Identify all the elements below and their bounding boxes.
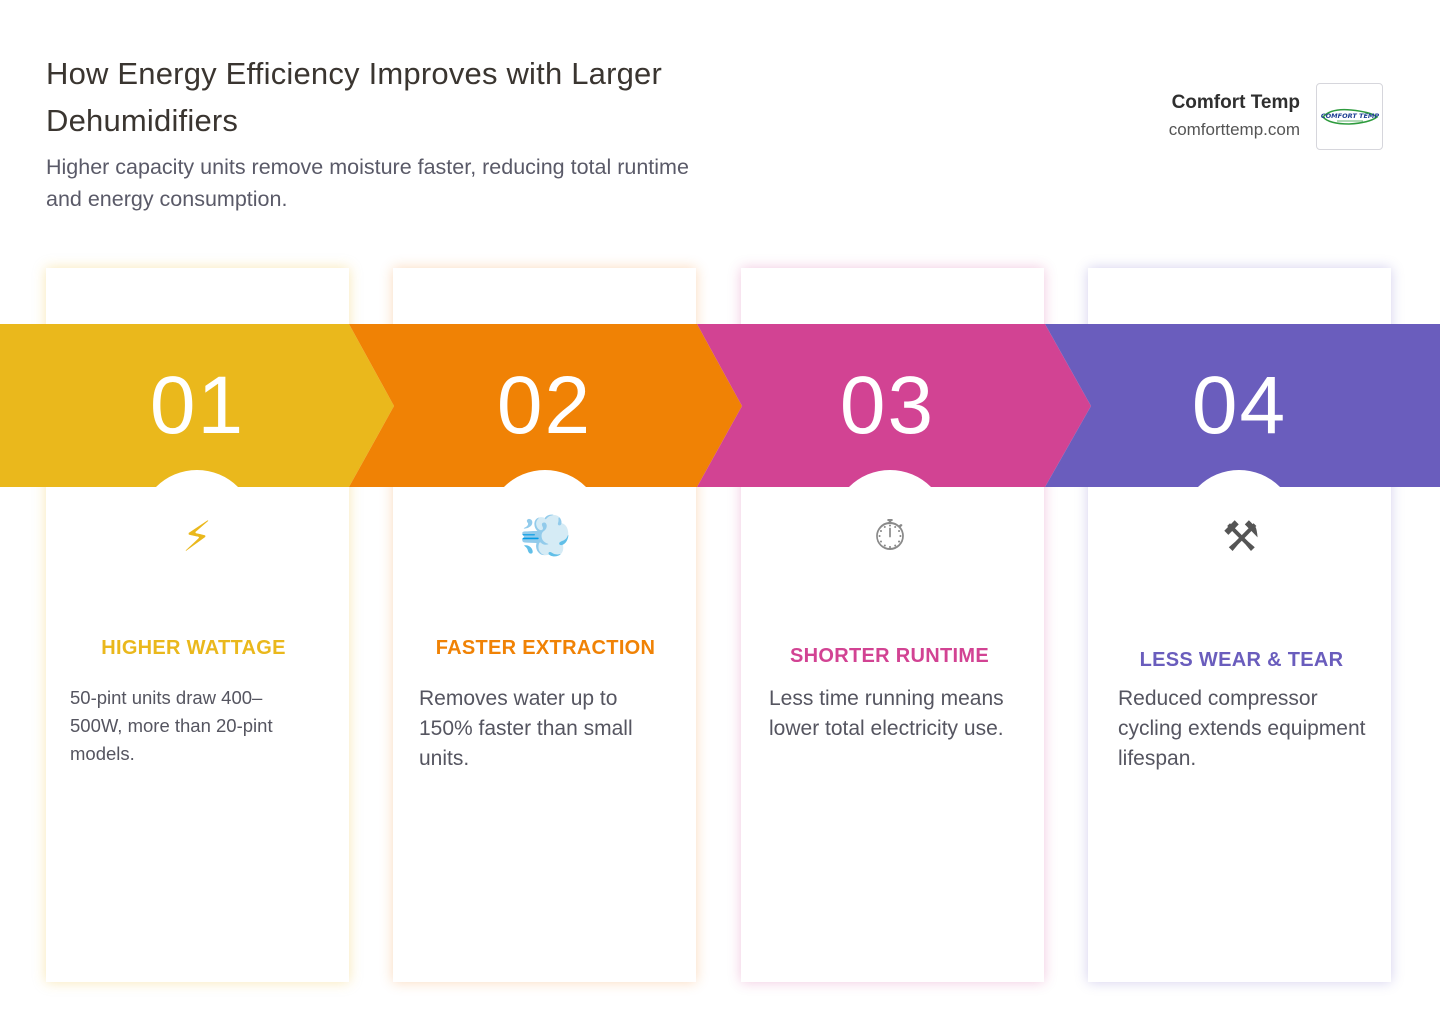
step-title-1: HIGHER WATTAGE bbox=[101, 637, 286, 659]
step-number-1: 01 bbox=[149, 359, 246, 451]
icon-bubble-1 bbox=[139, 470, 255, 586]
step-title-2: FASTER EXTRACTION bbox=[435, 637, 656, 659]
step-number-2: 02 bbox=[496, 359, 593, 451]
brand-block: Comfort Temp comforttemp.com bbox=[1169, 90, 1300, 144]
step-description-3: Less time running means lower total elec… bbox=[769, 687, 1004, 740]
svg-text:COMFORT TEMP: COMFORT TEMP bbox=[1321, 112, 1379, 120]
brand-name: Comfort Temp bbox=[1171, 92, 1300, 113]
icon-bubble-3 bbox=[832, 470, 948, 586]
step-number-4: 04 bbox=[1191, 359, 1288, 451]
arrow-band bbox=[0, 324, 1440, 487]
step-title-4: LESS WEAR & TEAR bbox=[1139, 649, 1344, 671]
page-subtitle: Higher capacity units remove moisture fa… bbox=[46, 155, 689, 211]
arrow-segment-4 bbox=[1045, 324, 1440, 487]
arrow-segment-1 bbox=[0, 324, 394, 487]
arrow-segment-2 bbox=[349, 324, 742, 487]
step-description-1: 50-pint units draw 400–500W, more than 2… bbox=[70, 687, 273, 764]
logo-icon: COMFORT TEMP bbox=[1321, 108, 1379, 125]
arrow-segment-3 bbox=[697, 324, 1091, 487]
brand-logo: COMFORT TEMP bbox=[1316, 83, 1383, 150]
step-description-2: Removes water up to 150% faster than sma… bbox=[419, 687, 633, 770]
brand-url[interactable]: comforttemp.com bbox=[1168, 120, 1300, 139]
lightning-icon: ⚡ bbox=[182, 511, 212, 561]
step-number-3: 03 bbox=[839, 359, 936, 451]
stopwatch-icon: ⏱ bbox=[873, 511, 907, 560]
icon-bubble-2 bbox=[487, 470, 603, 586]
tools-icon: ⚒ bbox=[1222, 511, 1260, 561]
page-title: How Energy Efficiency Improves with Larg… bbox=[46, 56, 663, 138]
icon-bubble-4 bbox=[1181, 470, 1297, 586]
step-description-4: Reduced compressor cycling extends equip… bbox=[1118, 687, 1366, 770]
step-title-3: SHORTER RUNTIME bbox=[790, 645, 989, 667]
wind-cloud-icon: 💨 bbox=[519, 511, 573, 560]
